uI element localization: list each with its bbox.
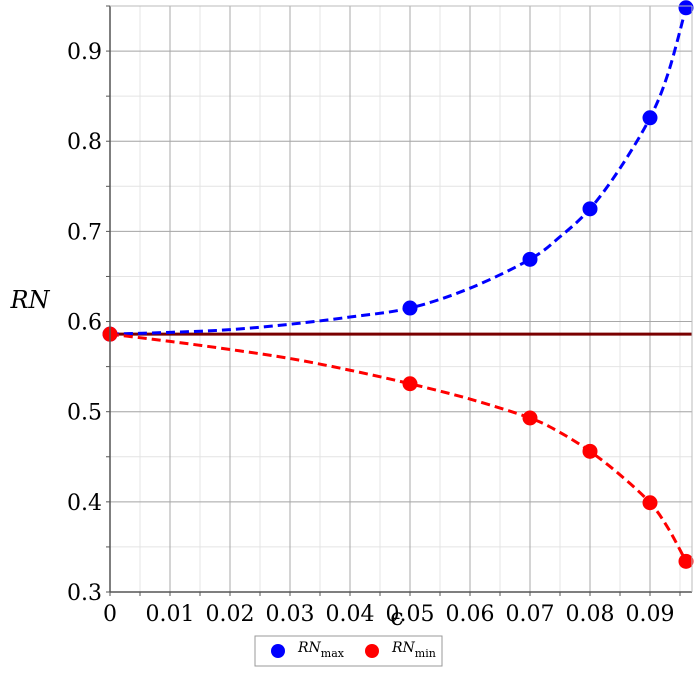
data-point-rn-max: [678, 0, 694, 16]
data-point-rn-max: [402, 300, 418, 316]
legend-entry-rn-min-sub: min: [415, 647, 436, 660]
y-tick-label: 0.8: [67, 130, 102, 155]
x-tick-label: 0.08: [566, 602, 615, 627]
x-tick-label: 0.03: [266, 602, 315, 627]
data-point-rn-min: [402, 376, 418, 392]
series-line-rn-max: [109, 7, 688, 336]
y-tick-label: 0.9: [67, 40, 102, 65]
data-point-rn-min: [522, 410, 538, 426]
legend: RNmax RNmin: [254, 635, 443, 667]
y-tick-label: 0.3: [67, 581, 102, 606]
x-tick-label: 0.07: [506, 602, 555, 627]
y-tick-label: 0.6: [67, 311, 102, 336]
series-curves: [109, 7, 688, 563]
y-tick-label: 0.5: [67, 401, 102, 426]
x-tick-label: 0.01: [146, 602, 195, 627]
y-tick-labels: 0.3 0.4 0.5 0.6 0.7 0.8 0.9: [67, 40, 102, 606]
x-tick-label: 0.09: [626, 602, 675, 627]
data-point-rn-max: [642, 110, 658, 126]
legend-box: [254, 635, 443, 667]
series-line-rn-min: [109, 332, 688, 563]
legend-entry-rn-max: RNmax: [297, 640, 345, 660]
x-axis-label: ϵ: [390, 603, 403, 631]
major-grid: [109, 6, 692, 593]
data-point-rn-max: [522, 251, 538, 267]
legend-entry-rn-max-name: RN: [297, 640, 322, 656]
data-point-rn-min: [678, 553, 694, 569]
x-tick-label: 0.04: [326, 602, 375, 627]
data-point-rn-min: [582, 443, 598, 459]
x-tick-label: 0.02: [206, 602, 255, 627]
legend-entry-rn-min-name: RN: [391, 640, 416, 656]
legend-marker-rn-min: [365, 644, 379, 658]
minor-grid: [109, 5, 692, 593]
legend-entry-rn-min: RNmin: [391, 640, 436, 660]
y-tick-label: 0.4: [67, 491, 102, 516]
axes: [106, 5, 693, 596]
legend-marker-rn-max: [271, 644, 285, 658]
legend-entry-rn-max-sub: max: [321, 647, 345, 660]
x-tick-label: 0: [103, 602, 117, 627]
x-tick-labels: 0 0.01 0.02 0.03 0.04 0.05 0.06 0.07 0.08 0.09: [103, 602, 674, 627]
data-point-rn-min: [642, 495, 658, 511]
y-tick-label: 0.7: [67, 220, 102, 245]
y-axis-label: RN: [9, 286, 50, 314]
series-markers: [102, 0, 694, 569]
x-tick-label: 0.05: [386, 602, 435, 627]
x-tick-label: 0.06: [446, 602, 495, 627]
data-point-rn-max: [582, 201, 598, 217]
